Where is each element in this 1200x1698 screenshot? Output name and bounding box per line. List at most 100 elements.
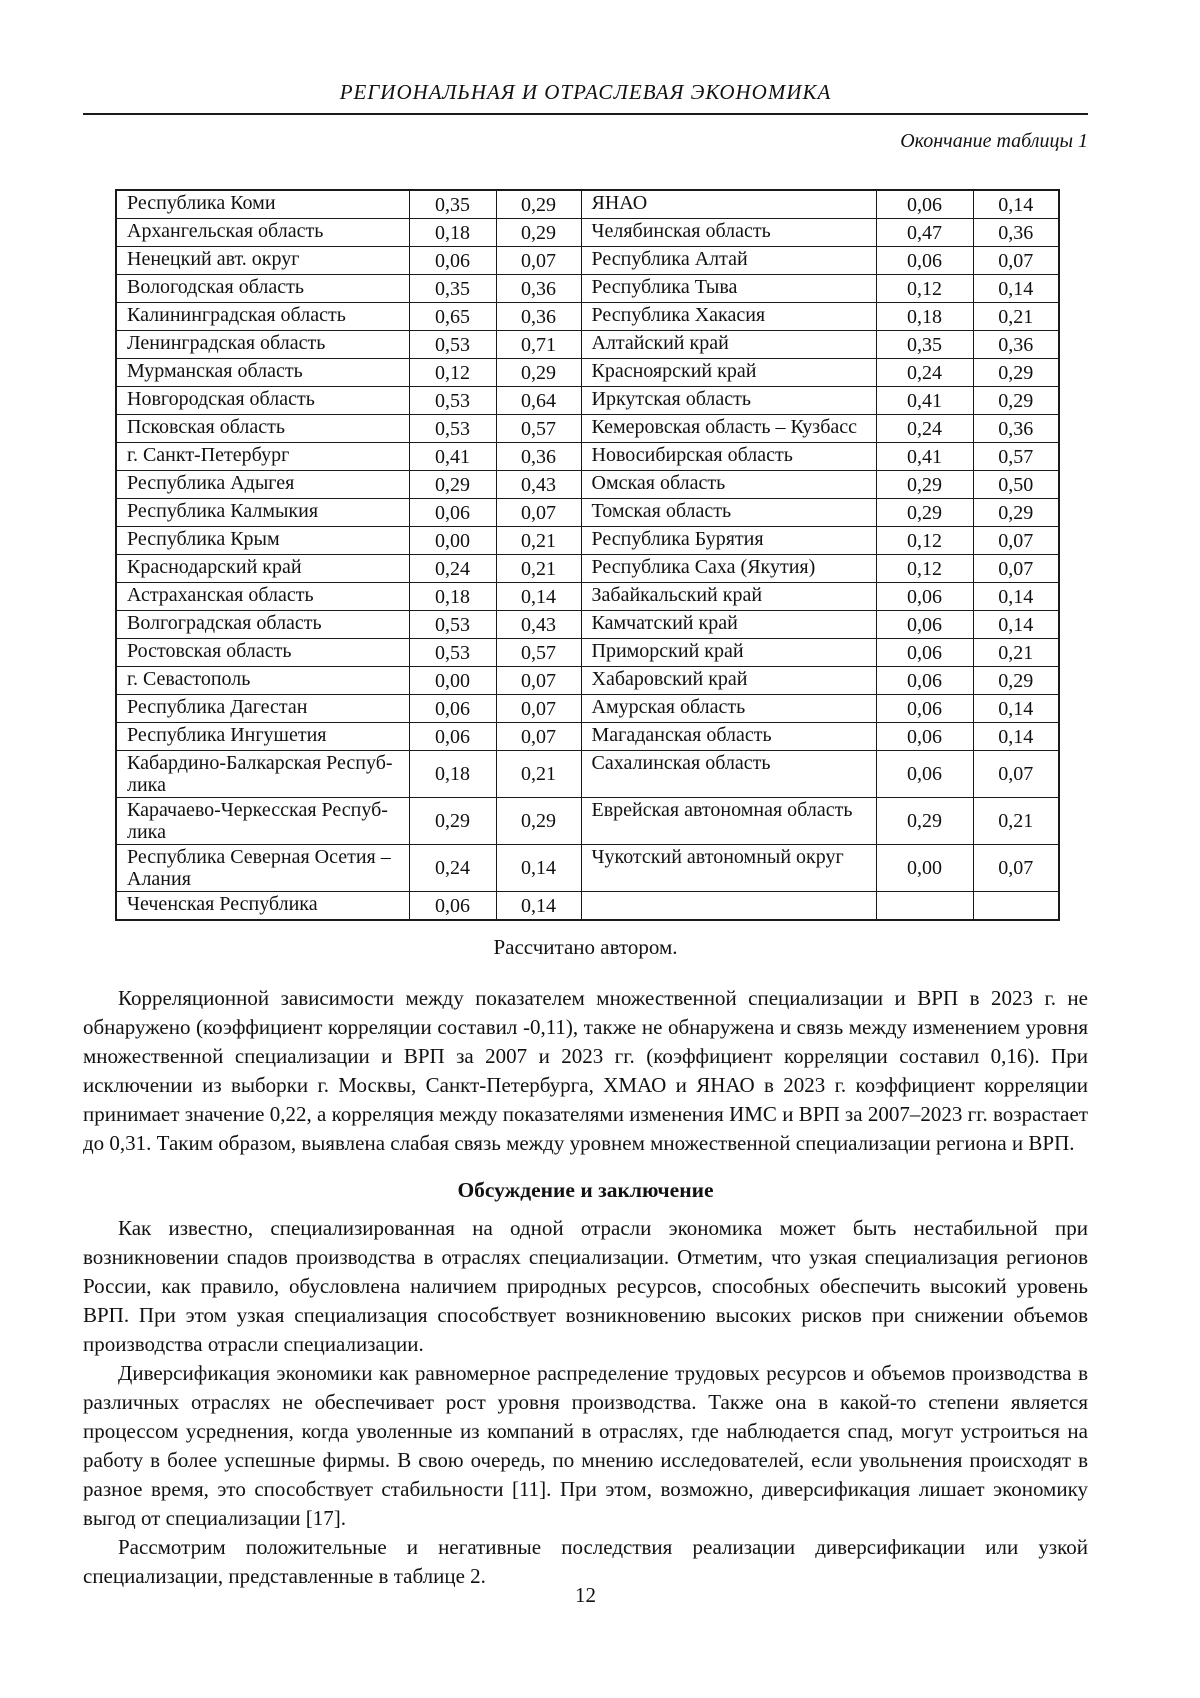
region-name-cell: Забайкальский край <box>580 582 877 611</box>
value-cell: 0,24 <box>408 554 497 583</box>
region-name-cell: Сахалинская область <box>580 750 877 798</box>
region-name-cell: Красноярский край <box>580 358 877 387</box>
region-name-cell: Кемеровская область – Кузбасс <box>580 414 877 443</box>
value-cell: 0,36 <box>495 302 582 331</box>
value-cell: 0,14 <box>495 891 582 921</box>
value-cell: 0,35 <box>875 330 974 359</box>
table-row: Новгородская область 0,53 0,64 Иркутская об… <box>115 386 1060 415</box>
value-cell: 0,65 <box>408 302 497 331</box>
value-cell: 0,53 <box>408 330 497 359</box>
header-rule <box>83 113 1088 115</box>
region-name-cell: Магаданская область <box>580 722 877 751</box>
value-cell: 0,29 <box>408 470 497 499</box>
region-name-cell: Республика Адыгея <box>115 470 410 499</box>
region-name-cell: Краснодарский край <box>115 554 410 583</box>
table-row: Республика Дагестан 0,06 0,07 Амурская обла… <box>115 694 1060 723</box>
value-cell: 0,06 <box>875 750 974 798</box>
value-cell: 0,07 <box>972 554 1060 583</box>
value-cell: 0,00 <box>408 526 497 555</box>
table-row: Волгоградская область 0,53 0,43 Камчатский … <box>115 610 1060 639</box>
value-cell: 0,06 <box>875 189 974 219</box>
value-cell: 0,07 <box>972 526 1060 555</box>
table-row: Республика Северная Осетия – Алания 0,24 0… <box>115 844 1060 892</box>
region-name-cell: Республика Тыва <box>580 274 877 303</box>
value-cell: 0,14 <box>972 189 1060 219</box>
value-cell: 0,07 <box>972 750 1060 798</box>
value-cell: 0,18 <box>875 302 974 331</box>
value-cell: 0,36 <box>972 414 1060 443</box>
value-cell: 0,29 <box>495 797 582 845</box>
region-name-cell: Республика Саха (Якутия) <box>580 554 877 583</box>
section-heading: Обсуждение и заключение <box>457 1178 714 1202</box>
value-cell: 0,35 <box>408 189 497 219</box>
value-cell: 0,14 <box>972 610 1060 639</box>
value-cell: 0,14 <box>972 582 1060 611</box>
region-name-cell: Республика Алтай <box>580 246 877 275</box>
table-row: Ненецкий авт. округ 0,06 0,07 Республика Ал… <box>115 246 1060 275</box>
region-name-cell: Ненецкий авт. округ <box>115 246 410 275</box>
value-cell: 0,29 <box>875 498 974 527</box>
value-cell: 0,07 <box>495 246 582 275</box>
paragraph-correlation-analysis: Корреляционной зависимости между показат… <box>83 986 1088 1155</box>
value-cell: 0,14 <box>495 582 582 611</box>
value-cell: 0,57 <box>495 414 582 443</box>
value-cell: 0,21 <box>495 554 582 583</box>
value-cell: 0,29 <box>495 358 582 387</box>
value-cell <box>972 891 1060 921</box>
value-cell: 0,12 <box>875 554 974 583</box>
value-cell: 0,06 <box>875 694 974 723</box>
value-cell: 0,18 <box>408 218 497 247</box>
region-name-cell: Карачаево-Черкесская Респуб­лика <box>115 797 410 845</box>
value-cell: 0,29 <box>972 498 1060 527</box>
table-row: Ростовская область 0,53 0,57 Приморский кра… <box>115 638 1060 667</box>
value-cell: 0,21 <box>495 526 582 555</box>
value-cell: 0,00 <box>408 666 497 695</box>
value-cell: 0,21 <box>495 750 582 798</box>
region-name-cell: Мурманская область <box>115 358 410 387</box>
region-name-cell: Волгоградская область <box>115 610 410 639</box>
region-name-cell: Чеченская Республика <box>115 891 410 921</box>
value-cell: 0,36 <box>972 330 1060 359</box>
value-cell: 0,29 <box>875 797 974 845</box>
region-name-cell: Еврейская автономная область <box>580 797 877 845</box>
table-row: Республика Калмыкия 0,06 0,07 Томская облас… <box>115 498 1060 527</box>
value-cell: 0,64 <box>495 386 582 415</box>
region-name-cell: Новосибирская область <box>580 442 877 471</box>
region-name-cell: Астраханская область <box>115 582 410 611</box>
table-source-note: Рассчитано автором. <box>493 935 678 959</box>
region-name-cell: Челябинская область <box>580 218 877 247</box>
region-name-cell: Кабардино-Балкарская Респуб­лика <box>115 750 410 798</box>
table-row: Краснодарский край 0,24 0,21 Республика Сах… <box>115 554 1060 583</box>
value-cell: 0,29 <box>972 386 1060 415</box>
value-cell: 0,29 <box>875 470 974 499</box>
region-name-cell <box>580 891 877 921</box>
value-cell: 0,21 <box>972 638 1060 667</box>
value-cell: 0,53 <box>408 638 497 667</box>
region-name-cell: Псковская область <box>115 414 410 443</box>
region-name-cell: г. Севастополь <box>115 666 410 695</box>
table-row: Карачаево-Черкесская Респуб­лика 0,29 0,29… <box>115 797 1060 845</box>
paragraph-diversification: Диверсификация экономики как равномерное… <box>83 1361 1088 1530</box>
page-content: РЕГИОНАЛЬНАЯ И ОТРАСЛЕВАЯ ЭКОНОМИКА Окон… <box>83 0 1088 1591</box>
value-cell: 0,14 <box>972 694 1060 723</box>
region-name-cell: Республика Крым <box>115 526 410 555</box>
value-cell: 0,50 <box>972 470 1060 499</box>
region-name-cell: Республика Бурятия <box>580 526 877 555</box>
value-cell: 0,06 <box>875 610 974 639</box>
table-row: Калининградская область 0,65 0,36 Республик… <box>115 302 1060 331</box>
table-row: Кабардино-Балкарская Респуб­лика 0,18 0,21… <box>115 750 1060 798</box>
table-row: Астраханская область 0,18 0,14 Забайкальски… <box>115 582 1060 611</box>
regions-table-body: Республика Коми 0,35 0,29 ЯНАО 0,06 0,14 Архан… <box>115 189 1060 921</box>
value-cell: 0,29 <box>495 218 582 247</box>
value-cell: 0,24 <box>875 358 974 387</box>
table-row: Ленинградская область 0,53 0,71 Алтайский к… <box>115 330 1060 359</box>
value-cell: 0,06 <box>408 498 497 527</box>
region-name-cell: Камчатский край <box>580 610 877 639</box>
region-name-cell: Иркутская область <box>580 386 877 415</box>
value-cell: 0,06 <box>408 891 497 921</box>
value-cell: 0,21 <box>972 302 1060 331</box>
value-cell: 0,24 <box>875 414 974 443</box>
value-cell: 0,06 <box>875 582 974 611</box>
value-cell: 0,07 <box>495 498 582 527</box>
regions-table: Республика Коми 0,35 0,29 ЯНАО 0,06 0,14 Архан… <box>115 189 1060 921</box>
